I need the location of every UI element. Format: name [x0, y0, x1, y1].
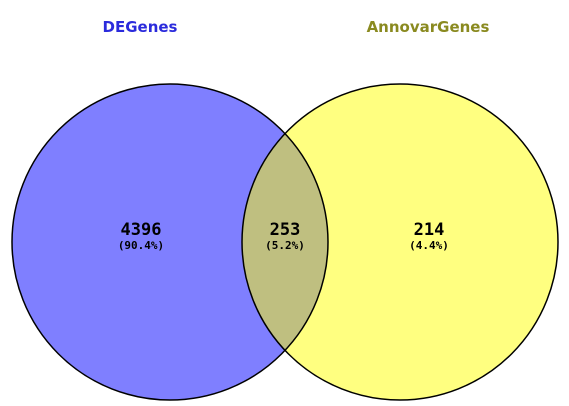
right-only-percent: (4.4%): [409, 239, 449, 252]
degenes-circle: [12, 84, 328, 400]
right-only-count: 214: [414, 220, 445, 240]
left-only-percent: (90.4%): [118, 239, 164, 252]
annovargenes-outline: [241, 83, 559, 401]
annovargenes-circle: [242, 84, 558, 400]
left-only-count: 4396: [121, 220, 162, 240]
annovargenes-title: AnnovarGenes: [367, 18, 490, 36]
intersection-count: 253: [270, 220, 301, 240]
degenes-outline: [11, 83, 329, 401]
degenes-title: DEGenes: [103, 18, 178, 36]
intersection-percent: (5.2%): [265, 239, 305, 252]
